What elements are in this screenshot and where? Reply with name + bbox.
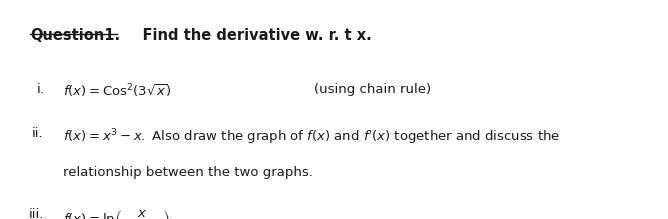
Text: $f(x) = x^3 - x.$ Also draw the graph of $f(x)$ and $f'(x)$ together and discuss: $f(x) = x^3 - x.$ Also draw the graph of… <box>63 127 560 147</box>
Text: $f(x) = \ln\!\left(\dfrac{x}{x^2+1}\right)$: $f(x) = \ln\!\left(\dfrac{x}{x^2+1}\righ… <box>63 208 170 219</box>
Text: Find the derivative w. r. t x.: Find the derivative w. r. t x. <box>122 28 371 43</box>
Text: i.: i. <box>37 83 45 96</box>
Text: (using chain rule): (using chain rule) <box>314 83 431 96</box>
Text: Question1.: Question1. <box>30 28 120 43</box>
Text: ii.: ii. <box>32 127 43 140</box>
Text: iii.: iii. <box>29 208 44 219</box>
Text: $f(x) = \mathrm{Cos}^2(3\sqrt{x})$: $f(x) = \mathrm{Cos}^2(3\sqrt{x})$ <box>63 83 172 100</box>
Text: relationship between the two graphs.: relationship between the two graphs. <box>63 166 313 179</box>
